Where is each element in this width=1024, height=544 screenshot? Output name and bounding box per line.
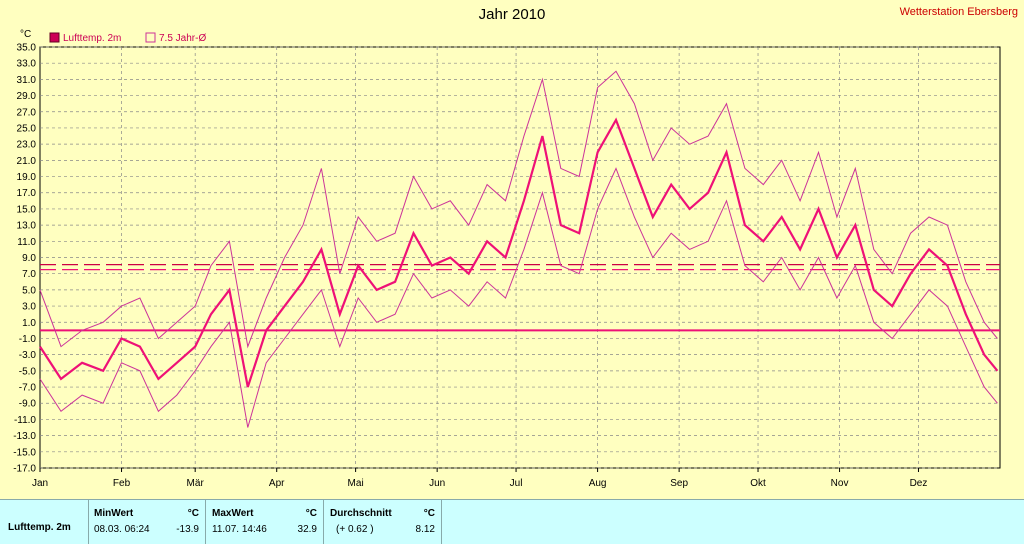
- y-tick-label: 29.0: [17, 91, 37, 102]
- avg-value: 8.12: [415, 524, 435, 535]
- min-unit: °C: [187, 508, 199, 519]
- y-tick-label: -13.0: [13, 431, 36, 442]
- temperature-chart: °C Lufttemp. 2m 7.5 Jahr-Ø 35.0 33.0 31.0 2…: [13, 29, 1001, 489]
- y-tick-label: 23.0: [17, 140, 37, 151]
- y-tick-label: -11.0: [14, 415, 36, 426]
- stats-col-max: MaxWert °C 11.07. 14:46 32.9: [206, 500, 324, 544]
- y-tick-label: -5.0: [19, 366, 37, 377]
- y-tick-label: 19.0: [17, 172, 37, 183]
- avg-unit: °C: [423, 508, 435, 519]
- legend-swatch-temp: [49, 32, 60, 43]
- stats-panel: Lufttemp. 2m MinWert °C 08.03. 06:24 -13…: [0, 499, 1024, 544]
- series-mean-line: [39, 117, 999, 388]
- y-tick-label: 21.0: [17, 156, 37, 167]
- chart-title: Jahr 2010: [478, 6, 546, 23]
- x-tick-label: Jun: [429, 478, 445, 489]
- y-tick-label: 1.0: [22, 318, 36, 329]
- y-tick-label: 33.0: [17, 59, 37, 70]
- y-tick-label: 27.0: [17, 107, 37, 118]
- y-tick-label: 11.0: [17, 237, 36, 248]
- x-tick-label: Mär: [187, 478, 205, 489]
- max-unit: °C: [305, 508, 317, 519]
- y-tick-label: 3.0: [22, 302, 36, 313]
- x-tick-label: Mai: [348, 478, 364, 489]
- legend: Lufttemp. 2m 7.5 Jahr-Ø: [49, 32, 206, 44]
- y-tick-label: -7.0: [19, 383, 37, 394]
- stats-col-avg: Durchschnitt °C (+ 0.62 ) 8.12: [324, 500, 442, 544]
- legend-label-avg: 7.5 Jahr-Ø: [159, 33, 206, 44]
- y-tick-label: 31.0: [17, 75, 37, 86]
- max-date: 11.07. 14:46: [212, 524, 267, 535]
- x-tick-label: Sep: [670, 478, 688, 489]
- x-tick-label: Jul: [510, 478, 523, 489]
- min-value: -13.9: [176, 524, 199, 535]
- y-tick-label: -3.0: [19, 350, 37, 361]
- stats-col-label: [0, 500, 89, 544]
- y-tick-label: 5.0: [22, 285, 36, 296]
- y-unit-label: °C: [20, 29, 31, 40]
- legend-swatch-avg: [145, 32, 156, 43]
- series-min-line: [39, 167, 998, 428]
- stats-row-label: Lufttemp. 2m: [8, 522, 71, 533]
- y-tick-label: 35.0: [17, 43, 37, 54]
- y-tick-label: -9.0: [19, 399, 37, 410]
- y-tick-label: 9.0: [22, 253, 36, 264]
- y-tick-label: -15.0: [13, 447, 36, 458]
- min-label: MinWert: [94, 508, 134, 519]
- y-tick-label: 15.0: [17, 204, 37, 215]
- max-value: 32.9: [297, 524, 317, 535]
- legend-label-temp: Lufttemp. 2m: [63, 33, 121, 44]
- avg-diff: (+ 0.62 ): [336, 524, 374, 535]
- x-tick-label: Nov: [831, 478, 849, 489]
- y-tick-label: -17.0: [13, 464, 36, 475]
- stats-col-min: MinWert °C 08.03. 06:24 -13.9: [88, 500, 206, 544]
- y-tick-label: 25.0: [17, 123, 37, 134]
- y-tick-label: 17.0: [17, 188, 37, 199]
- max-label: MaxWert: [212, 508, 254, 519]
- min-date: 08.03. 06:24: [94, 524, 150, 535]
- x-tick-label: Apr: [269, 478, 285, 489]
- x-tick-label: Aug: [589, 478, 607, 489]
- x-tick-label: Jan: [32, 478, 48, 489]
- station-name: Wetterstation Ebersberg: [899, 6, 1018, 18]
- series-max-line: [39, 70, 998, 349]
- avg-label: Durchschnitt: [330, 508, 392, 519]
- y-tick-label: 7.0: [22, 269, 36, 280]
- y-tick-label: -1.0: [19, 334, 37, 345]
- x-tick-label: Okt: [750, 478, 766, 489]
- y-tick-label: 13.0: [17, 221, 37, 232]
- x-tick-label: Dez: [910, 478, 928, 489]
- x-tick-label: Feb: [113, 478, 131, 489]
